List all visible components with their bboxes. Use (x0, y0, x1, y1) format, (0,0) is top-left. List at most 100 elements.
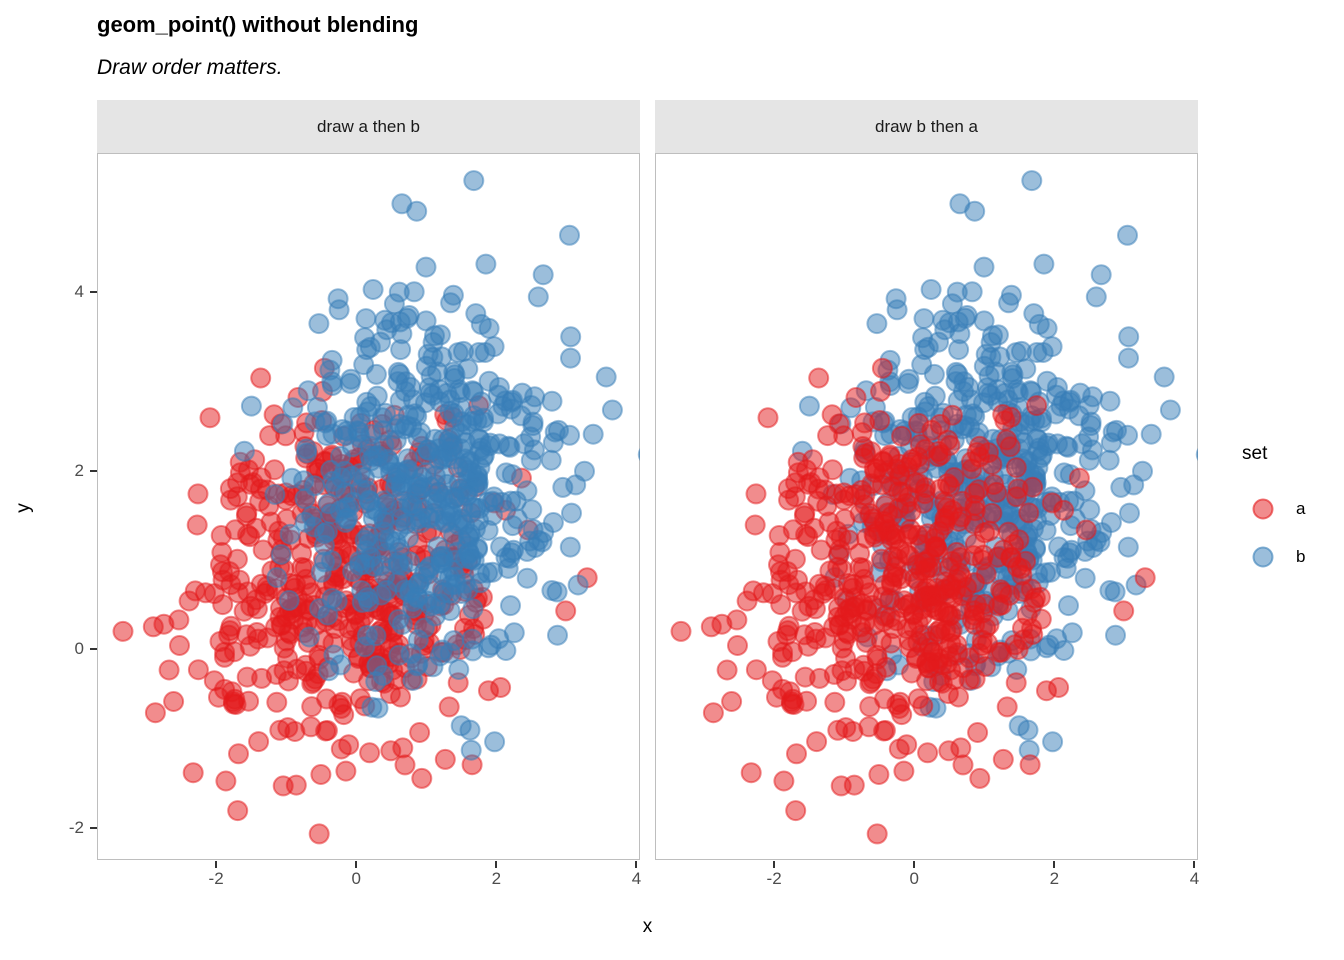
data-point-b (1023, 303, 1045, 325)
data-point-a (929, 623, 951, 645)
data-point-b (595, 366, 617, 388)
data-point-a (992, 404, 1014, 425)
data-point-b (1082, 386, 1104, 408)
legend-label-a: a (1296, 499, 1306, 518)
data-point-b (495, 462, 517, 484)
data-point-b (1021, 170, 1043, 192)
data-point-b (524, 386, 546, 408)
data-point-b (427, 536, 449, 558)
data-point-b (1159, 399, 1181, 421)
data-point-b (541, 390, 563, 412)
data-point-b (467, 538, 488, 560)
y-tick-label: 2 (74, 460, 84, 480)
data-point-a (766, 686, 787, 708)
data-point-b (1099, 580, 1121, 601)
data-point-b (419, 556, 441, 577)
data-point-a (892, 597, 913, 619)
data-point-b (361, 696, 383, 718)
data-point-b (522, 411, 544, 433)
data-point-a (1041, 492, 1063, 514)
data-point-b (1106, 419, 1127, 441)
data-point-b (574, 460, 595, 482)
data-point-b (1098, 449, 1120, 471)
data-point-a (199, 407, 221, 429)
data-point-b (443, 630, 465, 652)
x-tick-mark (913, 861, 916, 868)
data-point-b (469, 429, 491, 451)
x-axis-title: x (642, 916, 653, 937)
data-point-b (294, 488, 316, 510)
data-point-a (338, 618, 360, 640)
y-tick-mark (90, 291, 97, 294)
data-point-b (308, 313, 330, 335)
data-point-a (394, 754, 416, 776)
y-tick-label: -2 (68, 817, 84, 837)
data-point-b (1118, 347, 1139, 369)
data-point-b (897, 372, 919, 394)
data-point-b (391, 193, 413, 215)
data-point-b (798, 395, 820, 417)
data-point-b (516, 567, 538, 589)
data-point-b (436, 473, 458, 495)
data-point-b (448, 379, 470, 401)
y-tick-label: 0 (74, 639, 84, 659)
data-point-b (1105, 624, 1126, 646)
data-point-a (873, 610, 895, 632)
data-point-a (966, 442, 988, 463)
data-point-a (996, 429, 1018, 451)
data-point-b (355, 308, 377, 330)
data-point-a (917, 742, 939, 764)
plot-title: geom_point() without blending (97, 12, 419, 37)
data-point-b (278, 589, 300, 611)
data-point-b (293, 470, 315, 492)
data-point-a (937, 683, 959, 705)
data-point-b (484, 731, 506, 753)
data-point-a (787, 462, 809, 484)
data-point-b (522, 518, 544, 540)
data-point-b (356, 339, 378, 361)
data-point-a (144, 702, 166, 724)
data-point-b (1117, 536, 1139, 558)
data-point-a (880, 632, 902, 654)
data-point-b (1061, 622, 1083, 644)
data-point-a (411, 767, 433, 789)
data-point-b (561, 502, 582, 524)
data-point-b (1132, 460, 1153, 482)
data-point-a (1048, 677, 1070, 698)
data-point-a (866, 458, 888, 480)
data-point-a (745, 483, 767, 505)
data-point-a (316, 688, 338, 710)
data-point-a (182, 762, 204, 784)
data-point-a (265, 616, 287, 638)
data-point-b (362, 279, 384, 300)
data-point-b (567, 574, 589, 596)
data-point-b (1140, 423, 1162, 445)
data-point-b (920, 279, 942, 300)
data-point-b (448, 659, 470, 680)
data-point-b (420, 575, 442, 596)
data-point-a (238, 690, 260, 712)
data-point-a (236, 502, 258, 524)
data-point-a (745, 659, 767, 681)
y-tick-label: 4 (74, 282, 84, 302)
data-point-b (523, 439, 545, 461)
y-tick-mark (90, 648, 97, 651)
data-point-a (228, 743, 249, 765)
data-point-a (909, 534, 931, 555)
data-point-a (265, 663, 287, 685)
data-point-a (670, 620, 692, 642)
data-point-a (286, 658, 308, 680)
data-point-a (796, 690, 818, 712)
data-point-b (1118, 326, 1140, 348)
data-point-a (229, 462, 251, 484)
data-point-b (1090, 264, 1112, 286)
x-tick-label: -2 (766, 869, 782, 888)
data-point-a (220, 615, 242, 637)
data-point-a (310, 764, 332, 785)
data-point-a (823, 616, 845, 638)
data-point-b (407, 653, 429, 675)
data-point-a (794, 502, 816, 524)
data-point-a (769, 561, 791, 583)
data-point-a (893, 760, 915, 782)
data-point-a (1005, 672, 1027, 694)
